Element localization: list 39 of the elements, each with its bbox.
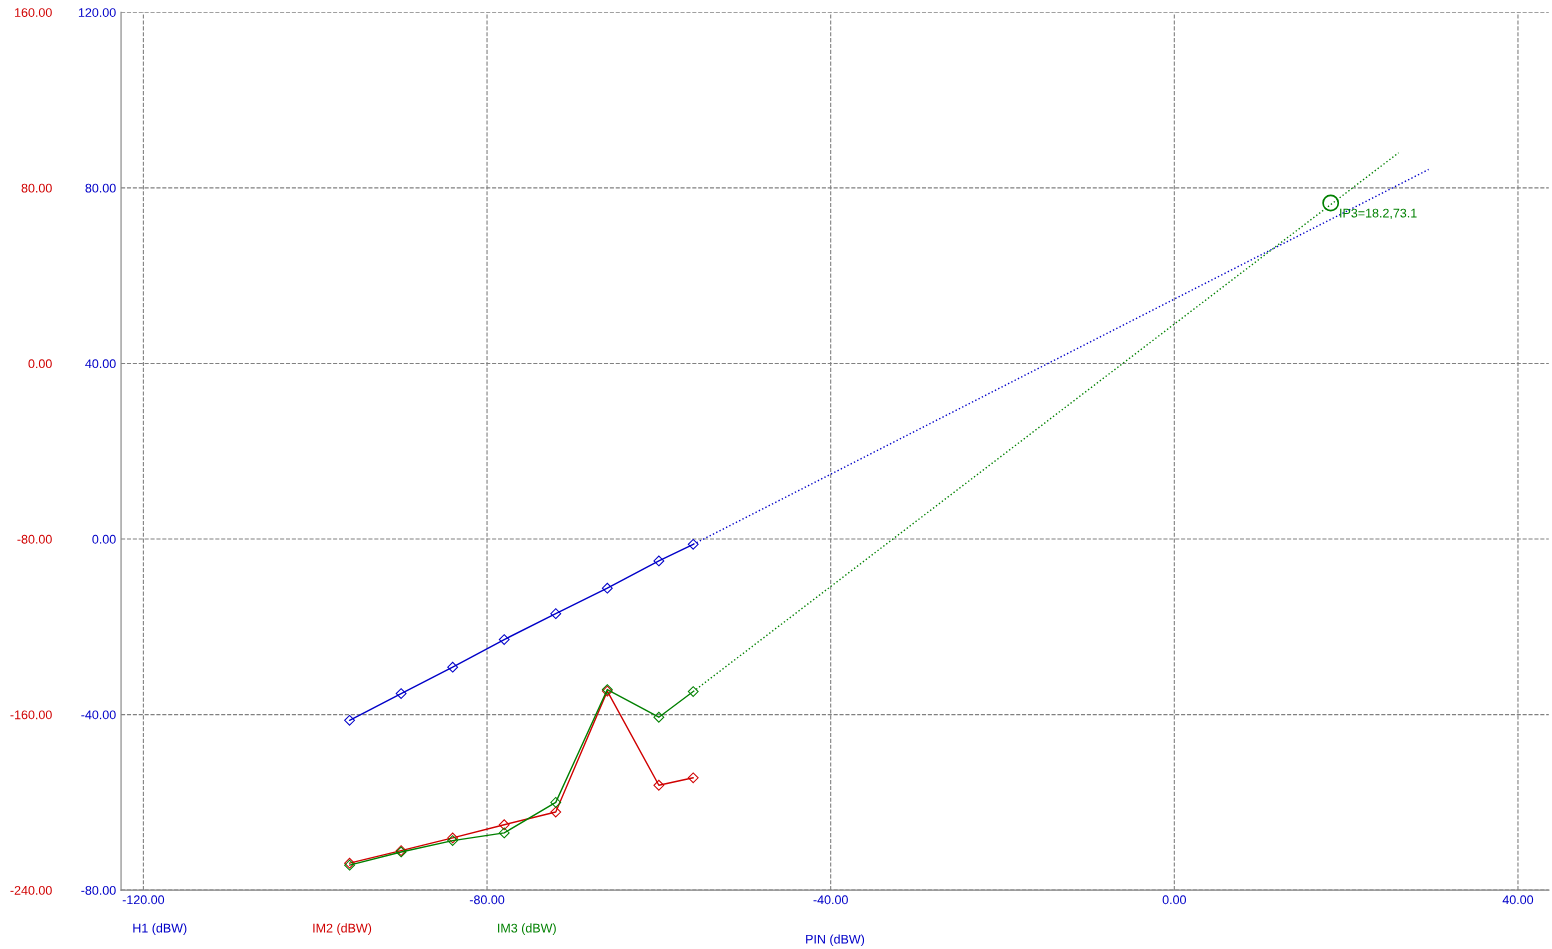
y-tick-label: -80.00 — [81, 885, 116, 895]
y2-tick-label: 0.00 — [28, 359, 52, 369]
point — [550, 608, 562, 620]
point — [395, 688, 407, 699]
x-tick-label: -40.00 — [813, 895, 848, 905]
x-tick-label: 40.00 — [1502, 895, 1534, 905]
point — [653, 555, 665, 567]
y2-tick-label: -80.00 — [17, 534, 52, 544]
x-axis-title: PIN (dBW) — [806, 934, 865, 947]
point — [653, 779, 665, 791]
text: IM2 (dBW) — [313, 923, 372, 935]
y2-tick-label: -160.00 — [10, 710, 52, 720]
point — [687, 686, 699, 697]
point — [653, 711, 665, 723]
y-tick-label: 120.00 — [78, 8, 116, 17]
point — [1322, 194, 1340, 212]
point — [687, 772, 699, 784]
text: H1 (dBW) — [133, 923, 187, 935]
point — [550, 806, 562, 818]
point — [601, 582, 613, 594]
text: IM3 (dBW) — [498, 923, 556, 935]
y2-tick-label: -240.00 — [10, 885, 52, 895]
point — [447, 661, 459, 673]
x-tick-label: -120.00 — [122, 895, 165, 905]
y2-tick-label: 80.00 — [21, 183, 52, 193]
x-tick-label: -80.00 — [469, 895, 505, 905]
x-tick-label: 0.00 — [1162, 895, 1186, 905]
y-tick-label: 40.00 — [85, 359, 116, 369]
point — [687, 538, 699, 550]
annotation: IP3=18.2,73.1 — [1340, 208, 1417, 219]
y-tick-label: 0.00 — [92, 534, 116, 544]
point — [344, 714, 356, 726]
point — [498, 634, 510, 645]
y-tick-label: -40.00 — [81, 710, 116, 720]
point — [498, 819, 510, 831]
y-tick-label: 80.00 — [85, 183, 116, 193]
point — [498, 827, 510, 839]
point — [550, 796, 562, 808]
y2-tick-label: 160.00 — [15, 8, 52, 17]
